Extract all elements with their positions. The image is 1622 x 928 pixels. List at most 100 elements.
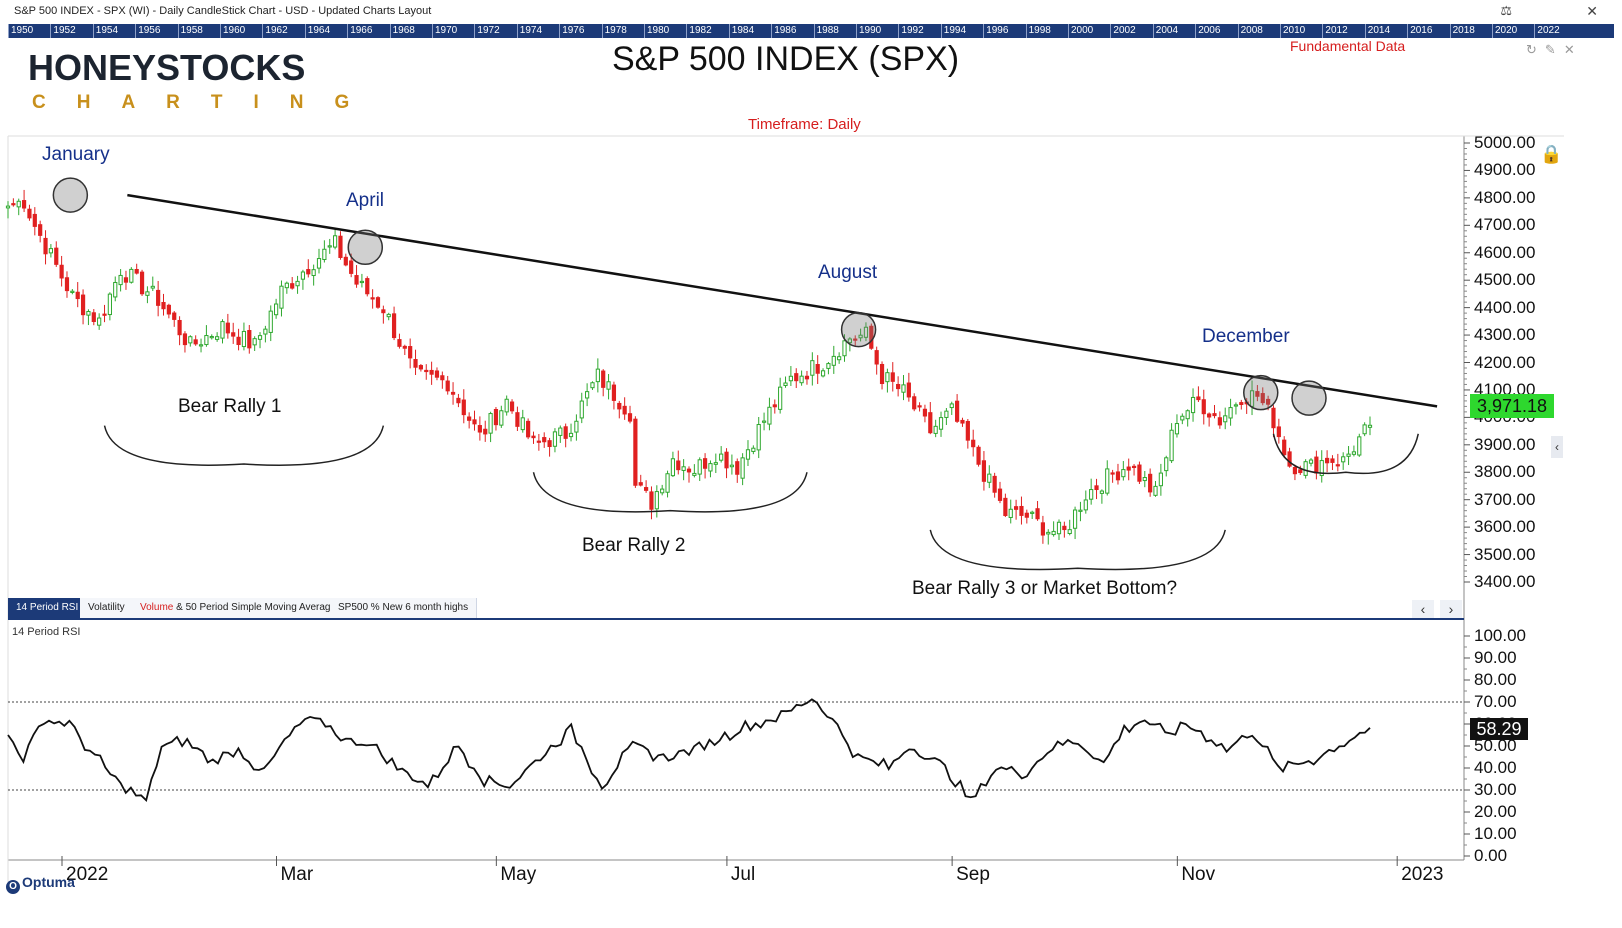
year-1954[interactable]: 1954 (92, 24, 118, 38)
chart-tool-icons[interactable]: ↻✎✕ (1526, 42, 1583, 58)
candle-body (21, 200, 27, 209)
year-2000[interactable]: 2000 (1068, 24, 1093, 38)
year-1986[interactable]: 1986 (771, 24, 796, 38)
year-2008[interactable]: 2008 (1237, 24, 1263, 38)
candle-body (1024, 512, 1029, 518)
year-2016[interactable]: 2016 (1407, 24, 1432, 38)
candle-body (97, 317, 102, 326)
year-1960[interactable]: 1960 (220, 24, 245, 38)
year-2018[interactable]: 2018 (1449, 24, 1475, 38)
scroll-right-button[interactable]: › (1440, 600, 1462, 618)
year-1974[interactable]: 1974 (516, 24, 542, 38)
year-1978[interactable]: 1978 (601, 24, 627, 38)
year-1956[interactable]: 1956 (135, 24, 160, 38)
year-1980[interactable]: 1980 (644, 24, 669, 38)
candle-body (837, 356, 842, 361)
candle-body (1266, 398, 1271, 405)
candle-body (536, 440, 541, 443)
candle-body (247, 330, 252, 349)
candle-body (912, 396, 917, 410)
tab-volume[interactable]: Volume & 50 Period Simple Moving Average (132, 598, 346, 618)
pencil-icon[interactable]: ✎ (1544, 42, 1564, 57)
tab-rsi[interactable]: 14 Period RSI (8, 598, 88, 618)
last-rsi-badge: 58.29 (1470, 718, 1528, 740)
year-2012[interactable]: 2012 (1322, 24, 1348, 38)
candle-body (520, 417, 525, 431)
candle-body (1094, 485, 1099, 491)
candle-body (869, 325, 874, 349)
tab-new-highs[interactable]: SP500 % New 6 month highs (330, 598, 478, 618)
year-2020[interactable]: 2020 (1492, 24, 1517, 38)
refresh-icon[interactable]: ↻ (1526, 42, 1545, 57)
candle-body (274, 303, 279, 316)
candle-body (11, 203, 16, 206)
year-1964[interactable]: 1964 (304, 24, 330, 38)
pin-icon[interactable]: ⚖ (1500, 3, 1512, 18)
year-1990[interactable]: 1990 (856, 24, 881, 38)
candle-body (1013, 506, 1019, 510)
candle-body (408, 346, 413, 359)
candle-body (290, 283, 295, 289)
candle-body (574, 420, 579, 433)
tab-volatility[interactable]: Volatility (80, 598, 134, 618)
year-2014[interactable]: 2014 (1364, 24, 1390, 38)
price-tick-label: 4200.00 (1474, 352, 1536, 372)
year-2022[interactable]: 2022 (1534, 24, 1560, 38)
candle-body (461, 399, 466, 416)
lock-icon[interactable]: 🔒 (1540, 144, 1563, 164)
close-chart-icon[interactable]: ✕ (1563, 42, 1583, 57)
fundamental-data-link[interactable]: Fundamental Data (1290, 38, 1406, 54)
year-2006[interactable]: 2006 (1195, 24, 1220, 38)
year-1970[interactable]: 1970 (432, 24, 457, 38)
candle-body (547, 440, 552, 448)
year-1988[interactable]: 1988 (813, 24, 839, 38)
candle-body (156, 289, 161, 306)
year-1976[interactable]: 1976 (559, 24, 584, 38)
candle-body (681, 466, 686, 471)
candle-body (397, 339, 402, 347)
year-1958[interactable]: 1958 (177, 24, 203, 38)
close-icon[interactable]: ✕ (1586, 3, 1598, 19)
year-1968[interactable]: 1968 (389, 24, 415, 38)
candle-body (402, 345, 407, 349)
candle-body (134, 269, 139, 274)
candle-body (1040, 522, 1046, 536)
year-1966[interactable]: 1966 (347, 24, 372, 38)
year-1998[interactable]: 1998 (1025, 24, 1051, 38)
candle-body (1351, 451, 1357, 455)
candle-body (1201, 399, 1206, 415)
year-ruler[interactable]: 1950 1952 1954 1956 1958 1960 1962 1964 1966 1968… (8, 24, 1614, 38)
candle-body (386, 313, 391, 318)
candle-body (515, 412, 520, 427)
scroll-left-button[interactable]: ‹ (1412, 600, 1434, 618)
candle-body (1153, 485, 1158, 496)
year-1950[interactable]: 1950 (8, 24, 33, 38)
candle-body (1078, 509, 1083, 512)
trendline (127, 193, 1438, 408)
year-1992[interactable]: 1992 (898, 24, 924, 38)
candle-body (847, 338, 852, 344)
year-1982[interactable]: 1982 (686, 24, 712, 38)
year-1996[interactable]: 1996 (983, 24, 1008, 38)
year-2002[interactable]: 2002 (1110, 24, 1136, 38)
year-1952[interactable]: 1952 (50, 24, 76, 38)
candle-body (697, 459, 702, 475)
year-1994[interactable]: 1994 (940, 24, 966, 38)
candle-body (172, 312, 177, 320)
logo-sub-text: CHARTING (32, 92, 381, 113)
collapse-panel-icon[interactable]: ‹ (1551, 436, 1563, 458)
candle-body (885, 372, 890, 383)
candle-body (488, 413, 493, 434)
year-1962[interactable]: 1962 (262, 24, 288, 38)
year-2010[interactable]: 2010 (1280, 24, 1305, 38)
year-1972[interactable]: 1972 (474, 24, 500, 38)
candle-body (1121, 469, 1126, 478)
candle-body (579, 400, 584, 419)
candle-body (713, 462, 718, 465)
candle-body (113, 281, 118, 298)
year-2004[interactable]: 2004 (1152, 24, 1178, 38)
rally-arc (1272, 433, 1419, 475)
year-1984[interactable]: 1984 (728, 24, 754, 38)
resistance-trendline (127, 193, 1438, 408)
